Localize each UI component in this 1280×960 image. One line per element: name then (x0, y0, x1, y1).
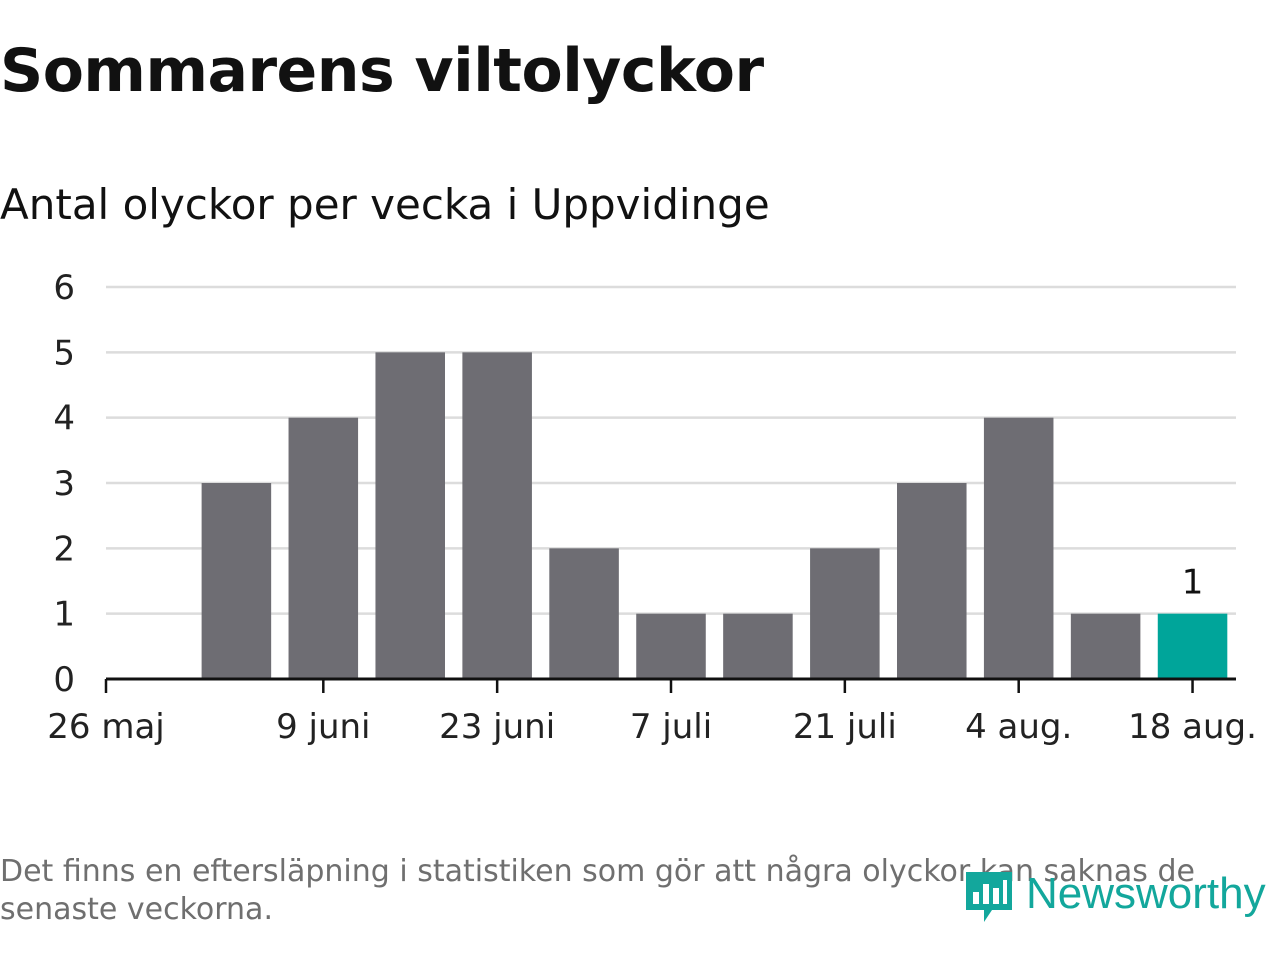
bar (1070, 613, 1141, 679)
annotations: 1 (1182, 563, 1204, 603)
bar (288, 417, 359, 679)
x-tick-label: 4 aug. (965, 707, 1072, 747)
y-axis-labels: 0 1 2 3 4 5 6 (53, 268, 75, 700)
y-tick-label: 6 (53, 268, 75, 308)
bar (549, 548, 619, 679)
gridlines (106, 285, 1236, 615)
bar (375, 352, 445, 679)
highlight-value-label: 1 (1182, 563, 1204, 603)
bars (201, 352, 1228, 679)
bar (897, 483, 967, 679)
chart-title: Sommarens viltolyckor (0, 36, 764, 106)
x-tick-label: 9 juni (276, 707, 370, 747)
bar (201, 483, 272, 679)
x-tick-label: 23 juni (439, 707, 555, 747)
bar-chart: 0 1 2 3 4 5 6 26 maj 9 juni 23 juni 7 juli 21 juli… (47, 268, 1257, 747)
brand-logo: Newsworthy (962, 862, 1266, 926)
y-tick-label: 5 (53, 333, 75, 373)
bar (636, 613, 706, 679)
y-tick-label: 0 (53, 660, 75, 700)
x-axis (104, 677, 1236, 693)
y-tick-label: 1 (53, 595, 75, 635)
x-tick-label: 18 aug. (1128, 707, 1257, 747)
y-tick-label: 4 (53, 399, 75, 439)
x-tick-label: 21 juli (793, 707, 897, 747)
x-tick-label: 7 juli (630, 707, 712, 747)
chart-subtitle: Antal olyckor per vecka i Uppvidinge (0, 180, 770, 229)
x-tick-label: 26 maj (47, 707, 164, 747)
y-tick-label: 3 (53, 464, 75, 504)
x-axis-labels: 26 maj 9 juni 23 juni 7 juli 21 juli 4 aug. 18… (47, 707, 1257, 747)
bar (462, 352, 532, 679)
bar (1157, 613, 1228, 679)
y-tick-label: 2 (53, 529, 75, 569)
bar (810, 548, 880, 679)
bar (723, 613, 793, 679)
brand-name: Newsworthy (1026, 869, 1266, 918)
bar (983, 417, 1054, 679)
newsworthy-logo-icon (966, 872, 1012, 922)
